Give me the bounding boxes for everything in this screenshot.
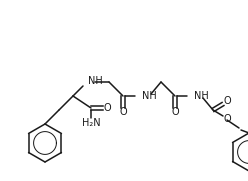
Text: O: O	[223, 114, 231, 124]
Text: NH: NH	[142, 91, 157, 101]
Text: O: O	[223, 96, 231, 106]
Text: O: O	[171, 107, 179, 117]
Text: NH: NH	[88, 76, 103, 86]
Text: H₂N: H₂N	[82, 118, 100, 128]
Text: O: O	[119, 107, 127, 117]
Text: NH: NH	[194, 91, 209, 101]
Text: O: O	[103, 103, 111, 113]
